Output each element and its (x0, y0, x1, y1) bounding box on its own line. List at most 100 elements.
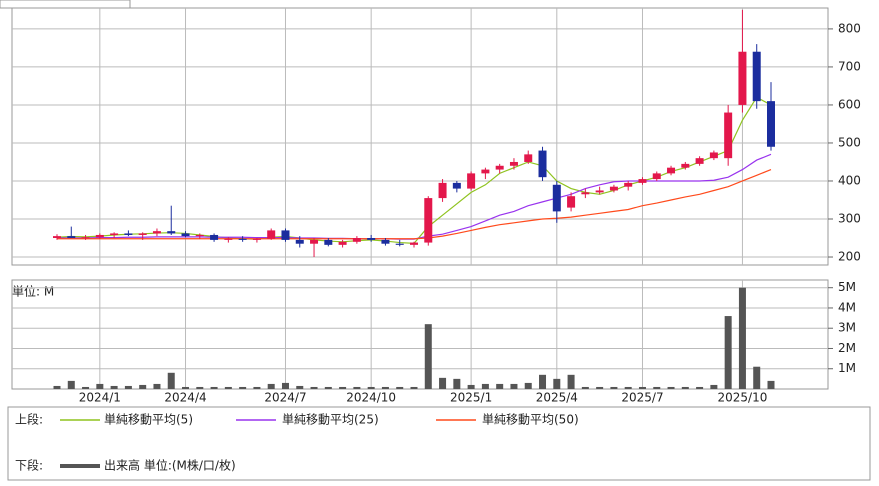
candle-body (524, 154, 533, 162)
volume-bar (96, 383, 104, 389)
legend-entry: 出来高 単位:(M株/口/枚) (104, 458, 236, 473)
candle-body (238, 238, 247, 240)
x-tick-label: 2024/10 (346, 391, 396, 405)
candle-body (338, 241, 347, 245)
candle-body (438, 182, 447, 199)
candle-body (367, 238, 376, 240)
volume-bar (82, 386, 90, 389)
candle-body (738, 51, 747, 105)
candle-body (324, 239, 333, 245)
legend-box (7, 406, 871, 481)
unit-label: 単位: M (12, 284, 54, 299)
volume-bar (53, 385, 61, 389)
candle-body (567, 196, 576, 208)
legend-entry: 単純移動平均(5) (104, 413, 193, 427)
candle-body (267, 230, 276, 239)
volume-bar (510, 383, 518, 389)
volume-bar (339, 386, 347, 389)
volume-bar (396, 386, 404, 389)
y-tick-label: 1M (838, 361, 856, 375)
candle-body (281, 230, 290, 240)
y-tick-label: 2M (838, 341, 856, 355)
candle-body (152, 231, 161, 234)
volume-bar (210, 386, 218, 389)
candle-body (767, 101, 775, 147)
volume-bar (567, 374, 575, 389)
volume-bar (182, 386, 190, 389)
candle-body (124, 233, 133, 235)
candle-body (552, 184, 561, 212)
candle-body (67, 236, 76, 239)
y-tick-label: 5M (838, 280, 856, 294)
x-tick-label: 2025/10 (718, 391, 768, 405)
volume-bar (424, 324, 432, 389)
volume-bar (638, 386, 646, 389)
candle-body (295, 239, 304, 244)
volume-bar (281, 382, 289, 389)
candle-body (210, 234, 219, 240)
x-tick-label: 2025/1 (450, 391, 492, 405)
candle-body (310, 239, 319, 244)
candle-body (481, 169, 490, 174)
volume-bar (324, 386, 332, 389)
volume-bar (610, 386, 618, 389)
volume-bar (596, 386, 604, 389)
y-tick-label: 200 (838, 250, 861, 264)
volume-bar (196, 386, 204, 389)
x-tick-label: 2025/7 (621, 391, 663, 405)
candle-body (752, 51, 761, 102)
candle-body (410, 242, 418, 245)
candle-body (695, 158, 704, 164)
volume-bar (124, 385, 132, 389)
x-tick-label: 2025/4 (536, 391, 578, 405)
volume-bar (667, 386, 675, 389)
candle-body (538, 150, 547, 178)
candle-body (53, 236, 61, 239)
y-tick-label: 4M (838, 300, 856, 314)
volume-bar (753, 366, 761, 389)
y-tick-label: 600 (838, 97, 861, 111)
y-tick-label: 700 (838, 59, 861, 73)
price-panel (11, 7, 829, 266)
candle-body (110, 233, 119, 235)
candle-body (495, 165, 504, 170)
volume-bar (539, 374, 547, 389)
candle-body (224, 238, 233, 240)
candle-body (395, 243, 404, 245)
candle-body (638, 179, 647, 183)
candle-body (667, 167, 676, 174)
volume-bar (153, 383, 161, 389)
volume-bar (310, 386, 318, 389)
volume-bar (381, 386, 389, 389)
candle-body (452, 182, 461, 189)
volume-bar (696, 386, 704, 389)
top-tab (0, 0, 131, 9)
candle-body (352, 238, 361, 242)
legend-label: 下段: (15, 458, 43, 473)
y-tick-label: 3M (838, 321, 856, 335)
volume-bar (239, 386, 247, 389)
y-tick-label: 300 (838, 211, 861, 225)
volume-bar (710, 384, 718, 389)
legend-entry: 単純移動平均(25) (282, 413, 379, 427)
volume-bar (296, 385, 304, 389)
volume-bar (467, 384, 475, 389)
candle-body (252, 238, 261, 240)
volume-bar (367, 386, 375, 389)
candle-body (195, 234, 204, 237)
legend-label: 上段: (15, 412, 43, 427)
candle-body (424, 198, 433, 243)
candle-body (95, 234, 104, 238)
volume-bar (481, 383, 489, 389)
candle-body (581, 192, 590, 195)
candle-body (624, 182, 633, 187)
candle-body (509, 161, 518, 166)
candle-body (138, 233, 147, 235)
volume-bar (524, 382, 532, 389)
candle-body (81, 237, 90, 239)
candle-body (595, 190, 604, 193)
volume-bar (67, 380, 75, 389)
volume-bar (139, 384, 147, 389)
candle-body (681, 163, 690, 168)
